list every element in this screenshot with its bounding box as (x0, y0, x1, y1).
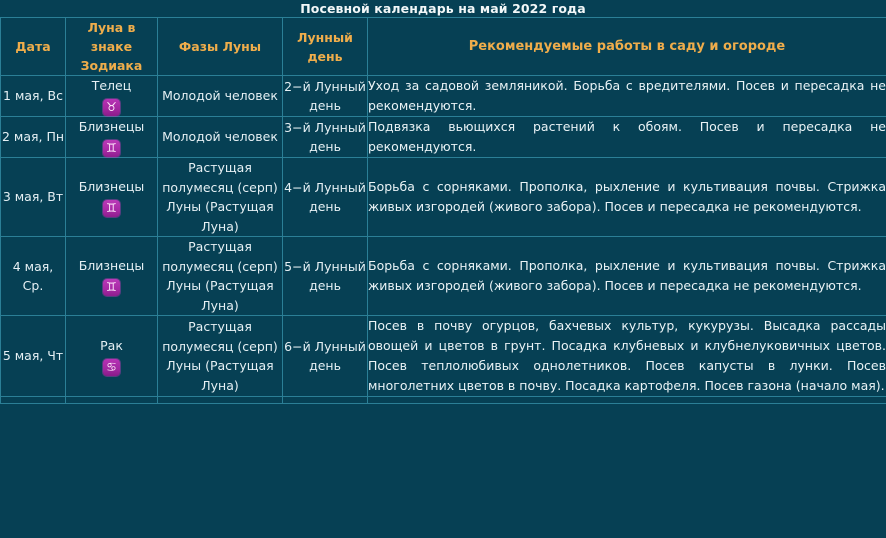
zodiac-label: Близнецы (78, 179, 145, 195)
cell-zodiac: Рак ♋ (65, 315, 158, 397)
cell-lunar-day: 4−й Лунный день (282, 157, 368, 237)
cell-zodiac: Близнецы ♊ (65, 236, 158, 316)
cell-moon-phase: Молодой человек (157, 75, 283, 117)
cell-works: Подвязка вьющихся растений к обоям. Посе… (367, 116, 886, 158)
cell-lunar-day: 3−й Лунный день (282, 116, 368, 158)
table-row: 3 мая, Вт Близнецы ♊ Растущая полумесяц … (0, 157, 886, 237)
cell-lunar-day: 5−й Лунный день (282, 236, 368, 316)
table-row: 1 мая, Вс Телец ♉ Молодой человек 2−й Лу… (0, 75, 886, 117)
cell-moon-phase (157, 396, 283, 404)
column-header-zodiac: Луна в знаке Зодиака (65, 17, 158, 76)
column-header-works: Рекомендуемые работы в саду и огороде (367, 17, 886, 76)
cell-date: 1 мая, Вс (0, 75, 66, 117)
cancer-icon: ♋ (103, 358, 120, 376)
cell-lunar-day: 2−й Лунный день (282, 75, 368, 117)
table-row-clipped (0, 396, 886, 404)
page-title: Посевной календарь на май 2022 года (0, 0, 886, 17)
table-row: 5 мая, Чт Рак ♋ Растущая полумесяц (серп… (0, 315, 886, 397)
cell-zodiac: Телец ♉ (65, 75, 158, 117)
gemini-icon: ♊ (103, 199, 120, 217)
cell-zodiac: Близнецы ♊ (65, 157, 158, 237)
taurus-icon: ♉ (103, 98, 120, 116)
cell-date: 4 мая, Ср. (0, 236, 66, 316)
cell-date: 2 мая, Пн (0, 116, 66, 158)
table-row: 4 мая, Ср. Близнецы ♊ Растущая полумесяц… (0, 236, 886, 316)
cell-zodiac: Близнецы ♊ (65, 116, 158, 158)
table-body: 1 мая, Вс Телец ♉ Молодой человек 2−й Лу… (0, 75, 886, 404)
cell-works: Борьба с сорняками. Прополка, рыхление и… (367, 236, 886, 316)
cell-moon-phase: Растущая полумесяц (серп) Луны (Растущая… (157, 236, 283, 316)
cell-lunar-day (282, 396, 368, 404)
cell-moon-phase: Растущая полумесяц (серп) Луны (Растущая… (157, 157, 283, 237)
column-header-phase: Фазы Луны (157, 17, 283, 76)
cell-works: Борьба с сорняками. Прополка, рыхление и… (367, 157, 886, 237)
table-header: Дата Луна в знаке Зодиака Фазы Луны Лунн… (0, 17, 886, 76)
gemini-icon: ♊ (103, 278, 120, 296)
gemini-icon: ♊ (103, 139, 120, 157)
zodiac-label: Телец (91, 78, 132, 94)
cell-moon-phase: Растущая полумесяц (серп) Луны (Растущая… (157, 315, 283, 397)
column-header-lunar-day: Лунный день (282, 17, 368, 76)
cell-zodiac (65, 396, 158, 404)
cell-date: 3 мая, Вт (0, 157, 66, 237)
cell-works: Уход за садовой земляникой. Борьба с вре… (367, 75, 886, 117)
cell-moon-phase: Молодой человек (157, 116, 283, 158)
seeding-calendar-table: Дата Луна в знаке Зодиака Фазы Луны Лунн… (0, 17, 886, 404)
zodiac-label: Рак (100, 338, 123, 354)
zodiac-label: Близнецы (78, 258, 145, 274)
table-row: 2 мая, Пн Близнецы ♊ Молодой человек 3−й… (0, 116, 886, 158)
cell-lunar-day: 6−й Лунный день (282, 315, 368, 397)
column-header-date: Дата (0, 17, 66, 76)
cell-works (367, 396, 886, 404)
cell-works: Посев в почву огурцов, бахчевых культур,… (367, 315, 886, 397)
header-row: Дата Луна в знаке Зодиака Фазы Луны Лунн… (0, 17, 886, 76)
cell-date (0, 396, 66, 404)
zodiac-label: Близнецы (78, 119, 145, 135)
cell-date: 5 мая, Чт (0, 315, 66, 397)
